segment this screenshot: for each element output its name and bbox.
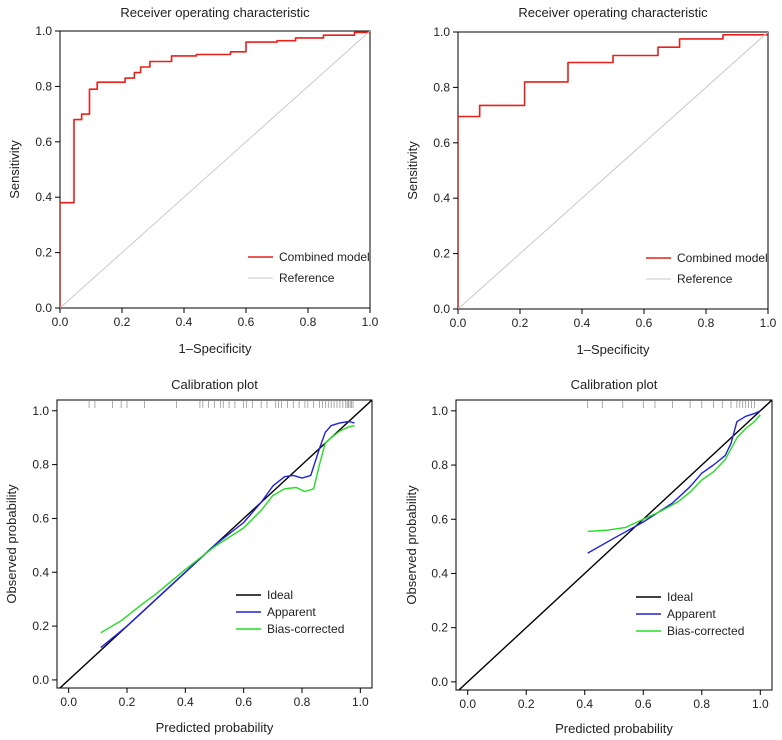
chart-panel-roc-a: 0.0 0.2 0.4 0.6 0.8 1.0 0.0 0.2 0.4 0.6 0.8 1.0 Rece… [7, 5, 379, 356]
legend: Ideal Apparent Bias-corrected [636, 590, 744, 638]
x-tick-label: 0.4 [576, 697, 593, 711]
x-tick-label: 0.6 [636, 316, 653, 330]
y-tick-label: 0.4 [35, 190, 52, 204]
y-tick-label: 1.0 [35, 24, 52, 38]
x-tick-label: 0.6 [238, 315, 255, 329]
plot-frame [59, 30, 371, 309]
legend-label-apparent: Apparent [667, 607, 716, 621]
x-tick-label: 0.6 [235, 695, 252, 709]
x-tick-label: 0.2 [512, 316, 529, 330]
y-tick-label: 0.2 [32, 619, 49, 633]
legend-label-reference: Reference [279, 271, 335, 285]
y-tick-label: 0.6 [32, 511, 49, 525]
y-tick-label: 1.0 [32, 404, 49, 418]
y-tick-label: 0.0 [433, 302, 450, 316]
series-reference [60, 31, 370, 308]
x-tick-label: 0.0 [459, 697, 476, 711]
series-bias-corrected [587, 414, 761, 533]
y-tick-label: 0.8 [433, 80, 450, 94]
x-axis-label: 1–Specificity [577, 342, 650, 357]
x-tick-label: 0.0 [52, 315, 69, 329]
series-apparent [587, 410, 761, 554]
legend: Combined model Reference [646, 251, 768, 286]
y-tick-label: 0.2 [431, 621, 448, 635]
y-axis-label: Observed probability [4, 484, 19, 604]
x-tick-label: 0.8 [294, 695, 311, 709]
x-tick-label: 0.2 [119, 695, 136, 709]
y-tick-label: 0.4 [431, 566, 448, 580]
legend-label-ideal: Ideal [667, 590, 693, 604]
y-tick-label: 0.6 [431, 512, 448, 526]
x-tick-label: 0.4 [176, 315, 193, 329]
plot-frame [56, 399, 373, 689]
series-combined-model [60, 31, 370, 308]
y-tick-label: 0.4 [32, 565, 49, 579]
series-bias-corrected [100, 424, 355, 634]
y-tick-label: 1.0 [433, 25, 450, 39]
x-axis-label: Predicted probability [156, 720, 274, 735]
chart-title: Calibration plot [171, 377, 258, 392]
chart-panel-cal-a: 0.0 0.2 0.4 0.6 0.8 1.0 0.0 0.2 0.4 0.6 0.8 1.0 Cali… [4, 377, 373, 735]
y-tick-label: 1.0 [431, 404, 448, 418]
x-axis-label: 1–Specificity [179, 341, 252, 356]
x-tick-label: 0.2 [114, 315, 131, 329]
y-tick-label: 0.6 [433, 136, 450, 150]
y-tick-label: 0.0 [35, 301, 52, 315]
y-tick-label: 0.8 [431, 458, 448, 472]
series-reference [458, 32, 768, 309]
x-tick-label: 1.0 [362, 315, 379, 329]
legend: Ideal Apparent Bias-corrected [236, 588, 344, 636]
legend-label-apparent: Apparent [267, 605, 316, 619]
x-tick-label: 0.8 [693, 697, 710, 711]
chart-title: Receiver operating characteristic [518, 5, 708, 20]
y-axis-label: Sensitivity [405, 141, 420, 200]
y-tick-label: 0.0 [431, 675, 448, 689]
x-tick-label: 0.8 [300, 315, 317, 329]
y-axis-label: Observed probability [404, 485, 419, 605]
series-ideal [457, 400, 772, 690]
y-tick-label: 0.2 [433, 247, 450, 261]
legend-label-bias-corrected: Bias-corrected [267, 622, 344, 636]
legend: Combined model Reference [248, 250, 370, 285]
y-tick-label: 0.8 [32, 458, 49, 472]
x-tick-label: 0.8 [698, 316, 715, 330]
y-tick-label: 0.4 [433, 191, 450, 205]
y-axis-label: Sensitivity [7, 140, 22, 199]
x-tick-label: 0.6 [635, 697, 652, 711]
series-combined-model [458, 33, 768, 309]
legend-label-combined-model: Combined model [279, 250, 370, 264]
chart-panel-cal-b: 0.0 0.2 0.4 0.6 0.8 1.0 0.0 0.2 0.4 0.6 0.8 1.0 Cali… [404, 377, 773, 736]
x-tick-label: 0.4 [177, 695, 194, 709]
x-tick-label: 1.0 [752, 697, 769, 711]
y-tick-label: 0.0 [32, 673, 49, 687]
legend-label-reference: Reference [677, 272, 733, 286]
legend-label-bias-corrected: Bias-corrected [667, 624, 744, 638]
chart-title: Calibration plot [571, 377, 658, 392]
y-tick-label: 0.6 [35, 135, 52, 149]
legend-label-ideal: Ideal [267, 588, 293, 602]
chart-title: Receiver operating characteristic [120, 5, 310, 20]
y-tick-label: 0.8 [35, 79, 52, 93]
legend-label-combined-model: Combined model [677, 251, 768, 265]
chart-panel-roc-b: 0.0 0.2 0.4 0.6 0.8 1.0 0.0 0.2 0.4 0.6 0.8 1.0 Rece… [405, 5, 777, 357]
series-apparent [100, 420, 355, 649]
x-tick-label: 0.4 [574, 316, 591, 330]
x-tick-label: 0.0 [450, 316, 467, 330]
x-tick-label: 1.0 [760, 316, 777, 330]
x-axis-label: Predicted probability [555, 721, 673, 736]
x-tick-label: 1.0 [352, 695, 369, 709]
x-tick-label: 0.2 [518, 697, 535, 711]
x-tick-label: 0.0 [60, 695, 77, 709]
plot-frame [455, 399, 773, 691]
y-tick-label: 0.2 [35, 246, 52, 260]
